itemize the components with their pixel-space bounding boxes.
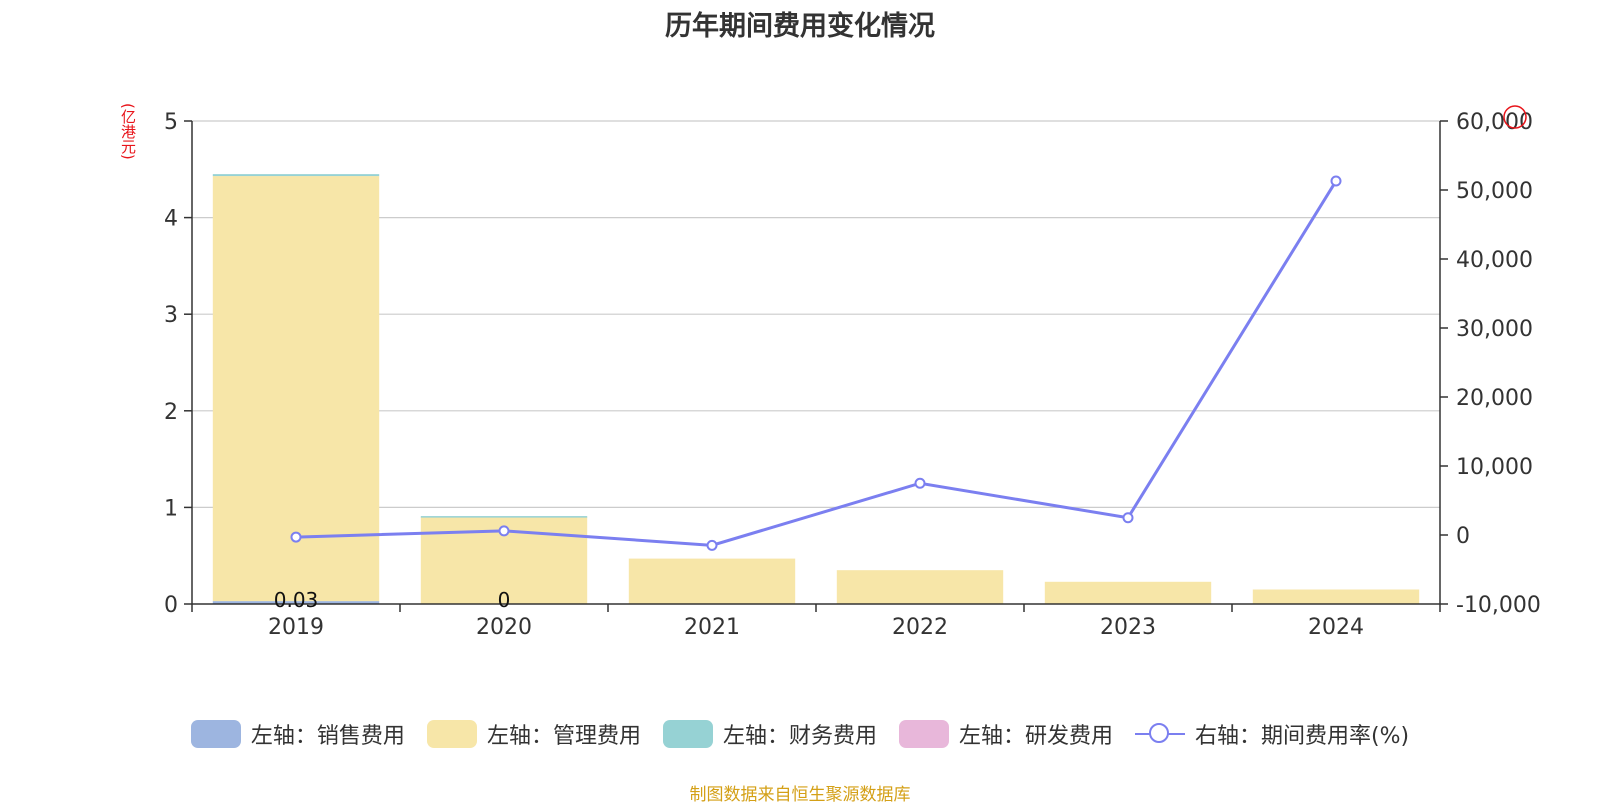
legend: 左轴：销售费用 左轴：管理费用 左轴：财务费用 左轴：研发费用 右轴：期间费用率…: [0, 718, 1600, 750]
bar-data-label: 0: [498, 588, 511, 612]
legend-item-admin[interactable]: 左轴：管理费用: [426, 718, 641, 750]
legend-swatch-admin: [426, 720, 477, 748]
left-axis-tick-label: 0: [164, 593, 178, 618]
line-point: [706, 539, 718, 551]
legend-item-expense-rate[interactable]: 右轴：期间费用率(%): [1134, 718, 1410, 750]
left-axis-tick-label: 4: [164, 207, 178, 232]
line-point: [290, 531, 302, 543]
left-axis-tick-label: 3: [164, 303, 178, 328]
bar: [1044, 581, 1212, 604]
line-point: [498, 525, 510, 537]
left-axis-tick-label: 1: [164, 496, 178, 521]
right-axis-tick-label: 60,000: [1456, 110, 1533, 135]
legend-item-rd[interactable]: 左轴：研发费用: [898, 718, 1113, 750]
legend-label-rd: 左轴：研发费用: [958, 724, 1113, 749]
legend-swatch-rd: [898, 720, 949, 748]
right-axis-tick-label: 10,000: [1456, 455, 1533, 480]
right-axis-tick-label: 50,000: [1456, 179, 1533, 204]
legend-swatch-sales: [190, 720, 241, 748]
right-axis-tick-label: 20,000: [1456, 386, 1533, 411]
data-source-note: 制图数据来自恒生聚源数据库: [689, 785, 911, 805]
bar: [628, 558, 796, 604]
chart-title: 历年期间费用变化情况: [665, 11, 935, 42]
bar: [212, 601, 380, 604]
x-axis-tick-label: 2023: [1100, 615, 1156, 640]
right-axis-unit-icon: [1503, 105, 1527, 129]
chart-plot: 0 1 2 3 4 5 -10,000 0 10,000 20,000 30,000 40,000 50…: [164, 105, 1541, 640]
x-axis-tick-label: 2024: [1308, 615, 1364, 640]
line-point: [1122, 512, 1134, 524]
bar: [836, 570, 1004, 604]
left-axis-tick-label: 5: [164, 110, 178, 135]
legend-swatch-expense-rate: [1134, 720, 1185, 748]
line-point: [1330, 175, 1342, 187]
legend-swatch-finance: [662, 720, 713, 748]
x-axis-tick-label: 2021: [684, 615, 740, 640]
legend-label-expense-rate: 右轴：期间费用率(%): [1194, 724, 1410, 749]
x-axis-tick-label: 2020: [476, 615, 532, 640]
bar: [212, 174, 380, 177]
legend-label-sales: 左轴：销售费用: [250, 724, 405, 749]
legend-label-admin: 左轴：管理费用: [486, 724, 641, 749]
bar: [1252, 589, 1420, 604]
left-axis-unit: (亿港元): [119, 103, 137, 160]
legend-label-finance: 左轴：财务费用: [722, 724, 877, 749]
legend-item-sales[interactable]: 左轴：销售费用: [190, 718, 405, 750]
x-axis-tick-label: 2022: [892, 615, 948, 640]
right-axis-tick-label: -10,000: [1456, 593, 1541, 618]
left-axis-tick-label: 2: [164, 400, 178, 425]
legend-item-finance[interactable]: 左轴：财务费用: [662, 718, 877, 750]
bar: [212, 176, 380, 602]
x-axis-tick-label: 2019: [268, 615, 324, 640]
expense-rate-line: [295, 180, 1338, 547]
bar-data-label: 0.03: [274, 588, 319, 612]
right-axis-tick-label: 40,000: [1456, 248, 1533, 273]
bar: [420, 516, 588, 518]
right-axis-tick-label: 30,000: [1456, 317, 1533, 342]
right-axis-tick-label: 0: [1456, 524, 1470, 549]
line-point: [914, 477, 926, 489]
